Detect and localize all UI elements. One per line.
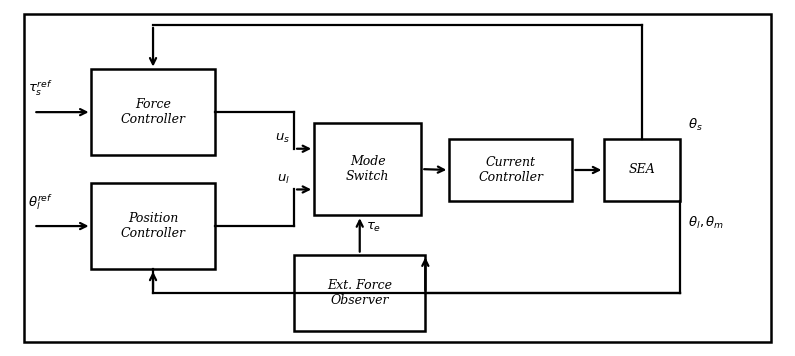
Bar xyxy=(91,69,215,155)
Bar xyxy=(314,123,421,215)
Text: $\theta_l, \theta_m$: $\theta_l, \theta_m$ xyxy=(688,214,724,231)
Text: $u_s$: $u_s$ xyxy=(275,132,290,145)
Text: $\tau_e$: $\tau_e$ xyxy=(366,221,382,234)
Bar xyxy=(294,255,425,331)
Text: Position
Controller: Position Controller xyxy=(121,212,185,240)
Text: SEA: SEA xyxy=(629,163,655,177)
Text: $\theta_l^{ref}$: $\theta_l^{ref}$ xyxy=(28,192,52,212)
Text: $\tau_s^{ref}$: $\tau_s^{ref}$ xyxy=(28,79,52,98)
Text: $\theta_s$: $\theta_s$ xyxy=(688,116,703,133)
Bar xyxy=(604,139,680,201)
Bar xyxy=(91,183,215,269)
Text: Ext. Force
Observer: Ext. Force Observer xyxy=(328,279,392,307)
Bar xyxy=(449,139,572,201)
Text: Current
Controller: Current Controller xyxy=(479,156,543,184)
Text: Force
Controller: Force Controller xyxy=(121,98,185,126)
Text: Mode
Switch: Mode Switch xyxy=(346,155,390,183)
Text: $u_l$: $u_l$ xyxy=(277,173,290,186)
